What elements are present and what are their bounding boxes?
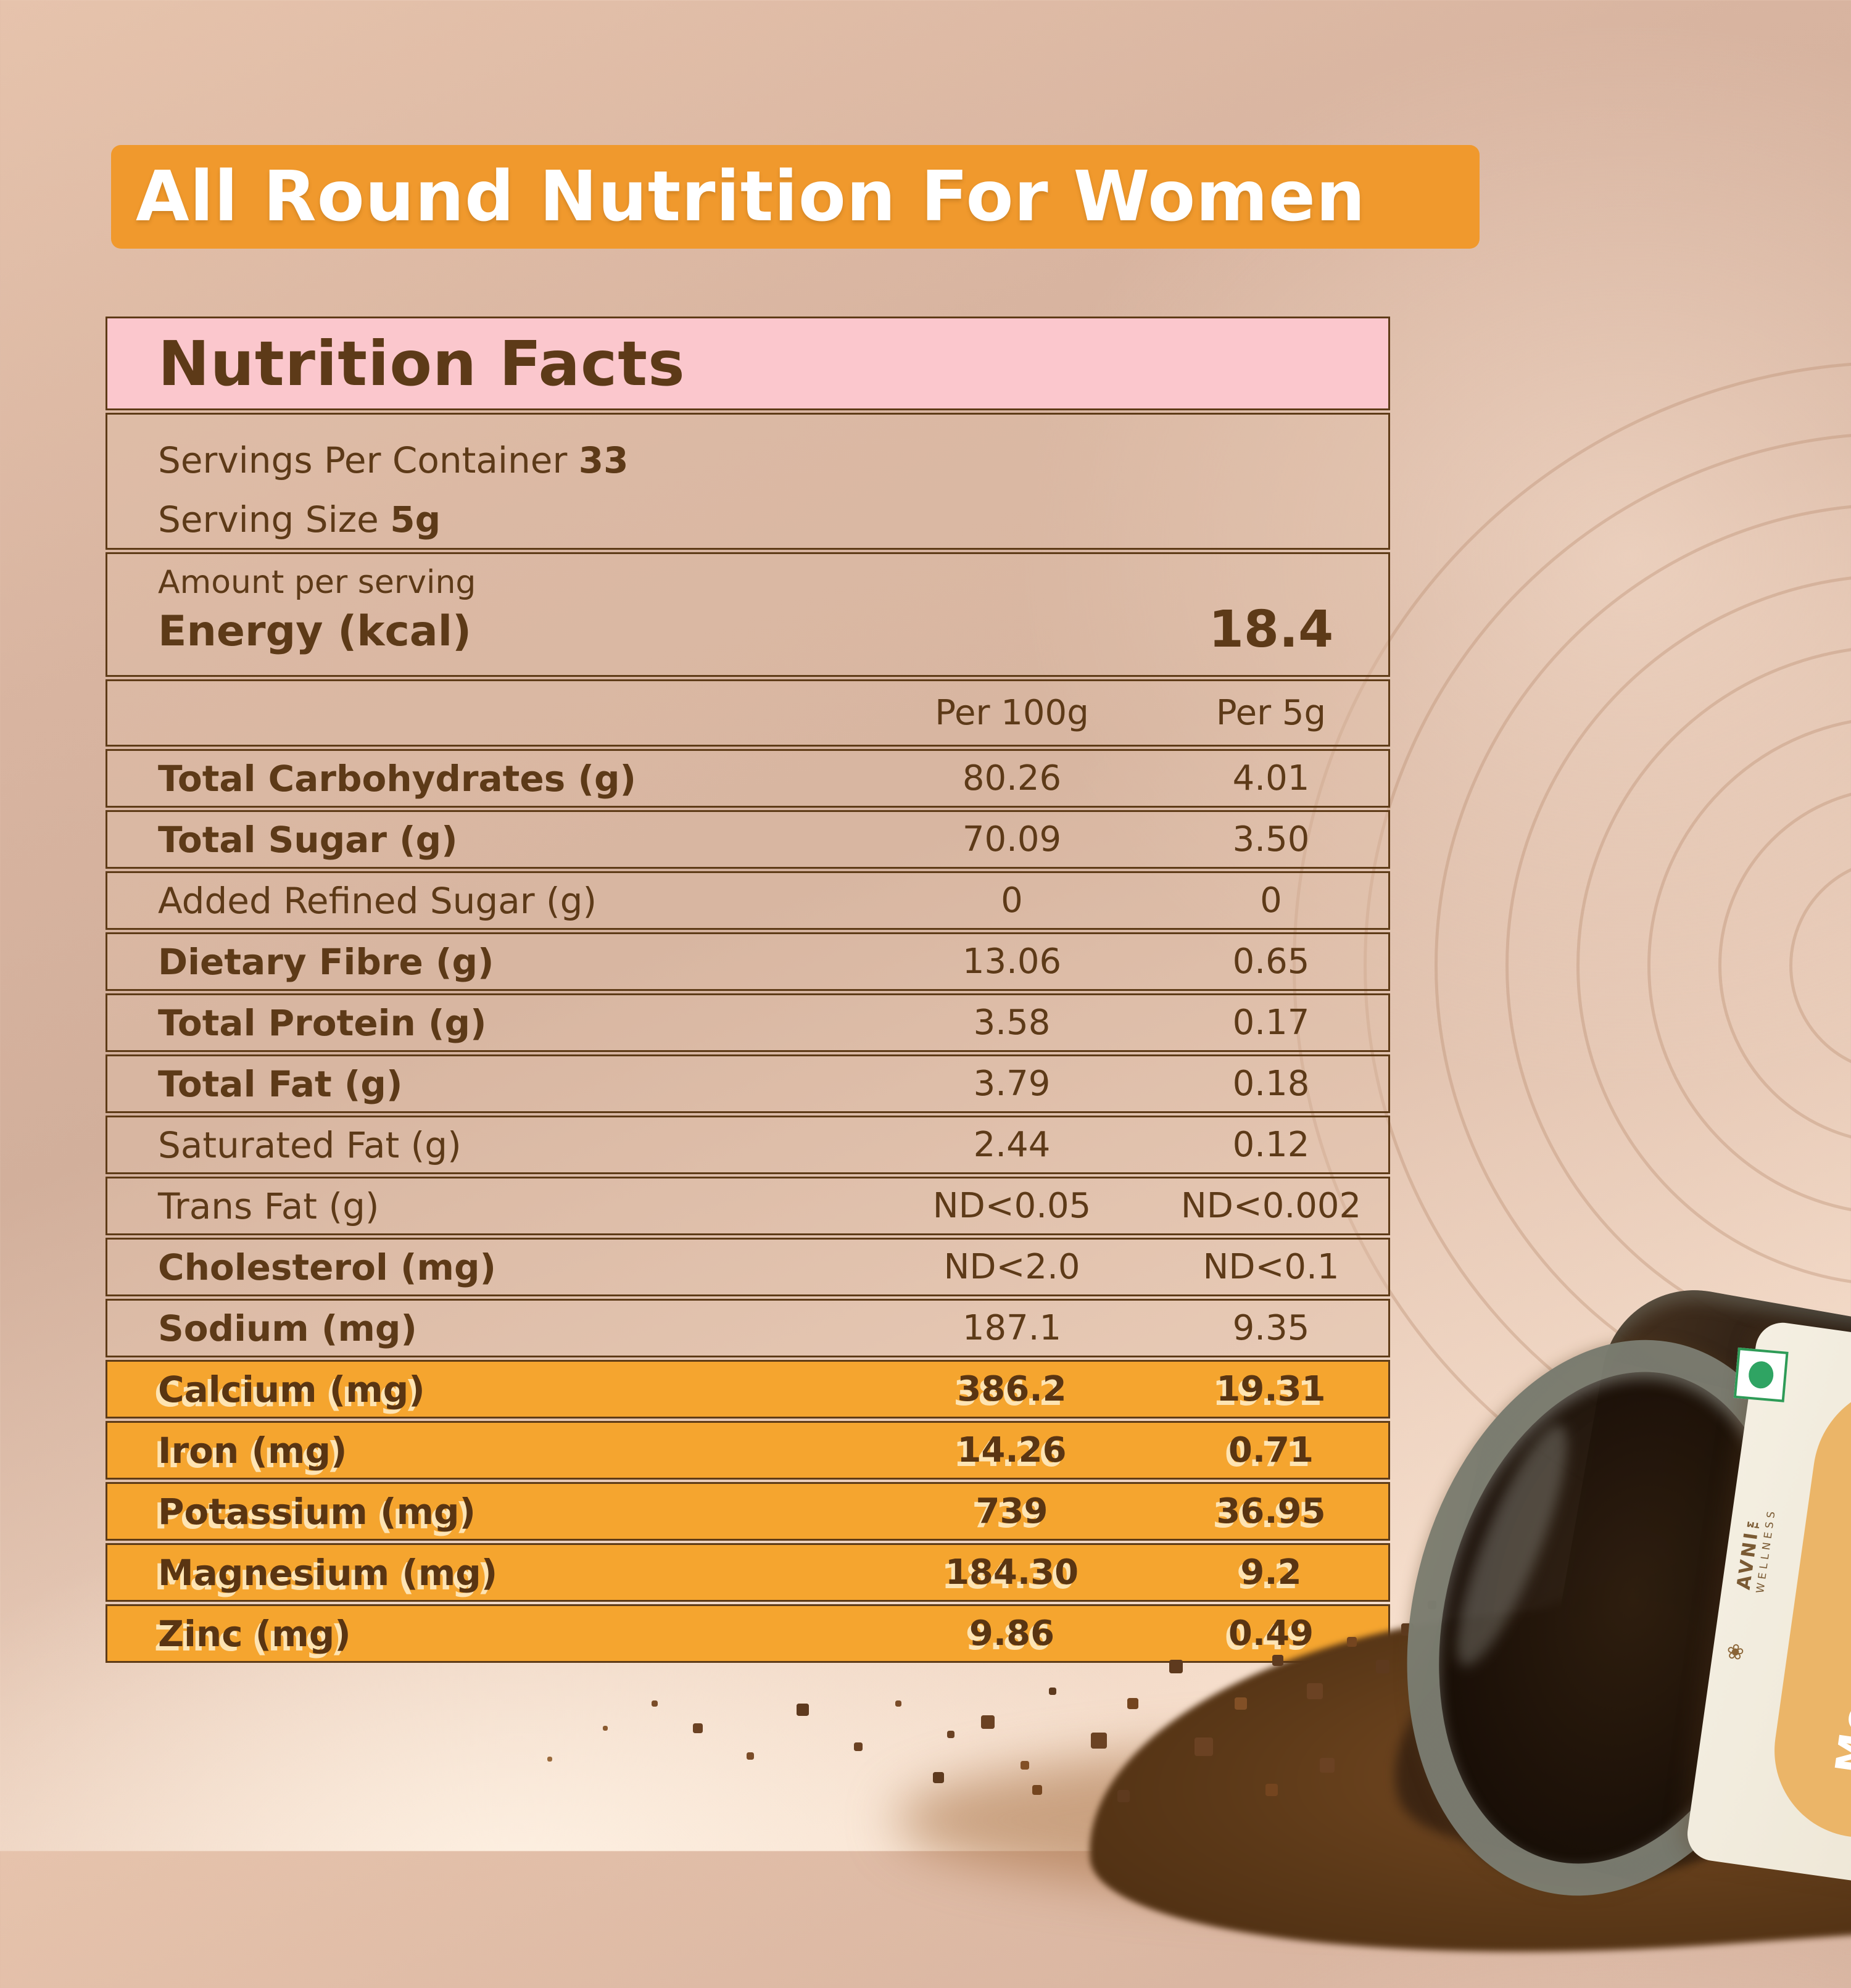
- nutrient-label: Cholesterol (mg): [158, 1246, 496, 1288]
- powder-crumbs: [0, 0, 1, 1]
- table-row-added-refined-sugar: Added Refined Sugar (g) 0 0: [106, 871, 1390, 930]
- value-per-100g: 739: [975, 1491, 1048, 1531]
- nutrient-label: Total Sugar (g): [158, 818, 458, 861]
- value-per-100g: 3.58: [973, 1003, 1051, 1043]
- value-per-5g: ND<0.1: [1203, 1247, 1340, 1287]
- servings-label: Servings Per Container: [158, 439, 579, 481]
- value-per-100g: 9.86: [969, 1613, 1055, 1654]
- energy-value: 18.4: [1208, 600, 1334, 659]
- green-dot-icon: [1747, 1360, 1775, 1390]
- leaf-logo-icon: ❀: [1725, 1639, 1746, 1666]
- serving-size-value: 5g: [390, 499, 441, 540]
- value-per-100g: 184.30: [945, 1552, 1079, 1592]
- energy-section: Amount per serving Energy (kcal) 18.4: [106, 552, 1390, 677]
- table-row-dietary-fibre: Dietary Fibre (g) 13.06 0.65: [106, 932, 1390, 991]
- value-per-5g: 4.01: [1232, 758, 1310, 798]
- value-per-100g: 2.44: [973, 1125, 1051, 1165]
- nutrient-label: Potassium (mg): [158, 1490, 476, 1533]
- value-per-5g: 0.18: [1232, 1064, 1310, 1104]
- nutrient-label: Iron (mg): [158, 1429, 347, 1472]
- table-row-magnesium: Magnesium (mg) 184.30 9.2: [106, 1543, 1390, 1602]
- nutrient-label: Dietary Fibre (g): [158, 940, 494, 983]
- nutrient-label: Added Refined Sugar (g): [158, 879, 597, 922]
- vegetarian-mark-icon: [1733, 1347, 1789, 1402]
- nutrient-label: Trans Fat (g): [158, 1185, 379, 1227]
- table-row-saturated-fat: Saturated Fat (g) 2.44 0.12: [106, 1116, 1390, 1174]
- nutrient-label: Zinc (mg): [158, 1612, 351, 1655]
- panel-title: Nutrition Facts: [158, 327, 685, 400]
- value-per-100g: 13.06: [962, 942, 1062, 982]
- value-per-5g: 0.12: [1232, 1125, 1310, 1165]
- energy-label: Energy (kcal): [158, 607, 472, 656]
- value-per-5g: 0.71: [1228, 1430, 1314, 1470]
- table-row-total-fat: Total Fat (g) 3.79 0.18: [106, 1054, 1390, 1113]
- serving-size-label: Serving Size: [158, 499, 391, 540]
- panel-header: Nutrition Facts: [106, 317, 1390, 410]
- value-per-5g: 0.65: [1232, 942, 1310, 982]
- value-per-100g: 70.09: [962, 819, 1062, 859]
- value-per-100g: ND<0.05: [932, 1186, 1091, 1226]
- table-row-zinc: Zinc (mg) 9.86 0.49: [106, 1604, 1390, 1663]
- value-per-100g: 3.79: [973, 1064, 1051, 1104]
- nutrient-label: Calcium (mg): [158, 1368, 425, 1410]
- table-row-calcium: Calcium (mg) 386.2 19.31: [106, 1360, 1390, 1419]
- value-per-100g: 14.26: [957, 1430, 1067, 1470]
- table-row-iron: Iron (mg) 14.26 0.71: [106, 1421, 1390, 1480]
- table-row-total-carbohydrates: Total Carbohydrates (g) 80.26 4.01: [106, 749, 1390, 808]
- value-per-100g: 80.26: [962, 758, 1062, 798]
- nutrient-label: Magnesium (mg): [158, 1551, 498, 1594]
- serving-size: Serving Size 5g: [158, 490, 1388, 549]
- brand-name: AVNI™ WELLNESS: [1733, 1504, 1779, 1594]
- value-per-100g: 0: [1001, 880, 1023, 921]
- value-per-5g: 9.2: [1240, 1552, 1302, 1592]
- column-header-per-100g: Per 100g: [935, 693, 1089, 733]
- value-per-100g: ND<2.0: [943, 1247, 1080, 1287]
- value-per-5g: 0.49: [1228, 1613, 1314, 1654]
- nutrient-label: Total Protein (g): [158, 1001, 487, 1044]
- amount-per-serving-label: Amount per serving: [158, 564, 476, 601]
- headline-banner: All Round Nutrition For Women: [111, 145, 1480, 249]
- value-per-5g: 19.31: [1216, 1369, 1326, 1409]
- table-row-cholesterol: Cholesterol (mg) ND<2.0 ND<0.1: [106, 1238, 1390, 1296]
- column-header-per-5g: Per 5g: [1215, 693, 1327, 733]
- value-per-5g: 0.17: [1232, 1003, 1310, 1043]
- glass-glint: [1438, 1414, 1587, 1676]
- product-name-blob: MenstruMix™ Women's Wellness Spice Blend: [1763, 1372, 1851, 1850]
- table-row-potassium: Potassium (mg) 739 36.95: [106, 1482, 1390, 1541]
- value-per-5g: 9.35: [1232, 1308, 1310, 1348]
- nutrition-facts-panel: Nutrition Facts Servings Per Container 3…: [106, 317, 1390, 1663]
- product-name: MenstruMix™: [1826, 1441, 1851, 1777]
- nutrient-label: Total Fat (g): [158, 1062, 403, 1105]
- value-per-100g: 386.2: [957, 1369, 1067, 1409]
- table-row-total-sugar: Total Sugar (g) 70.09 3.50: [106, 810, 1390, 869]
- servings-section: Servings Per Container 33 Serving Size 5…: [106, 413, 1390, 550]
- value-per-5g: 36.95: [1216, 1491, 1326, 1531]
- headline-title: All Round Nutrition For Women: [136, 157, 1366, 237]
- value-per-100g: 187.1: [962, 1308, 1062, 1348]
- nutrient-label: Total Carbohydrates (g): [158, 757, 636, 800]
- table-row-sodium: Sodium (mg) 187.1 9.35: [106, 1299, 1390, 1357]
- nutrient-label: Sodium (mg): [158, 1307, 417, 1349]
- servings-value: 33: [578, 439, 629, 481]
- table-row-trans-fat: Trans Fat (g) ND<0.05 ND<0.002: [106, 1177, 1390, 1235]
- value-per-5g: 0: [1260, 880, 1282, 921]
- column-header-row: Per 100g Per 5g: [106, 679, 1390, 747]
- value-per-5g: ND<0.002: [1180, 1186, 1362, 1226]
- table-row-total-protein: Total Protein (g) 3.58 0.17: [106, 993, 1390, 1052]
- value-per-5g: 3.50: [1232, 819, 1310, 859]
- nutrient-label: Saturated Fat (g): [158, 1124, 462, 1166]
- servings-per-container: Servings Per Container 33: [158, 431, 1388, 490]
